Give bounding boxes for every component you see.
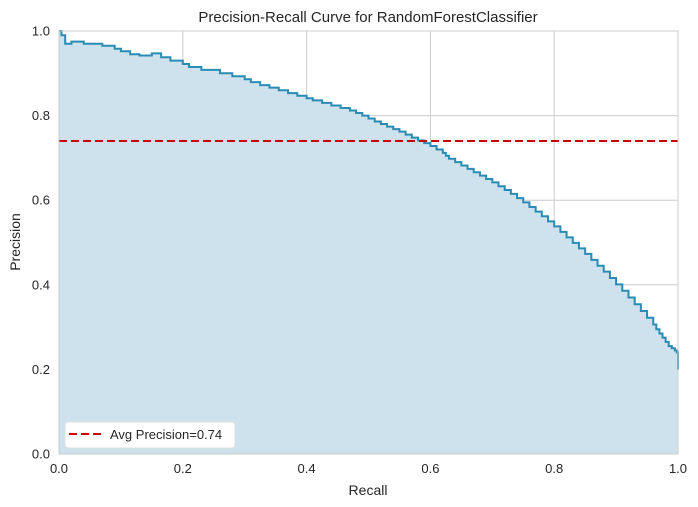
legend-box xyxy=(64,421,236,449)
y-tick-label: 0.0 xyxy=(32,447,50,462)
y-tick-label: 1.0 xyxy=(32,24,50,39)
legend-label: Avg Precision=0.74 xyxy=(110,427,222,442)
x-tick-label: 0.8 xyxy=(545,461,563,476)
x-tick-label: 1.0 xyxy=(669,461,687,476)
y-tick-labels: 0.0 0.2 0.4 0.6 0.8 1.0 xyxy=(32,24,50,462)
y-tick-label: 0.8 xyxy=(32,108,50,123)
plot-frame xyxy=(58,30,679,455)
x-tick-label: 0.2 xyxy=(174,461,192,476)
x-tick-label: 0.4 xyxy=(298,461,316,476)
pr-area xyxy=(59,31,678,454)
pr-curve-line xyxy=(59,30,679,370)
x-tick-label: 0.6 xyxy=(421,461,439,476)
x-axis-label: Recall xyxy=(349,482,388,498)
chart-title: Precision-Recall Curve for RandomForestC… xyxy=(198,9,537,26)
x-tick-labels: 0.0 0.2 0.4 0.6 0.8 1.0 xyxy=(50,461,687,476)
y-tick-label: 0.2 xyxy=(32,362,50,377)
y-axis-label: Precision xyxy=(7,213,23,271)
y-tick-label: 0.6 xyxy=(32,193,50,208)
x-tick-label: 0.0 xyxy=(50,461,68,476)
y-tick-label: 0.4 xyxy=(32,277,50,292)
legend: Avg Precision=0.74 xyxy=(64,421,236,449)
